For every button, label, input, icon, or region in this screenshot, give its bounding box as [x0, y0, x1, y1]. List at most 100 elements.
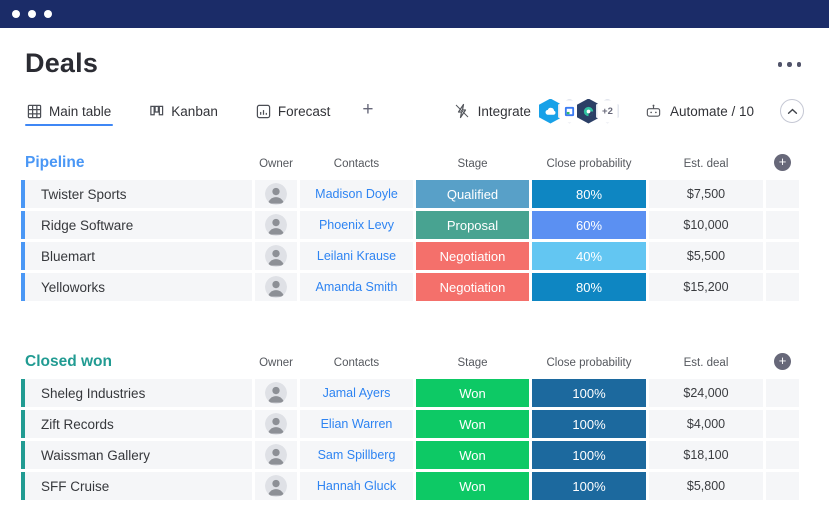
owner-cell[interactable] — [255, 410, 297, 438]
group-header-row: Pipeline Owner Contacts Stage Close probabil… — [21, 148, 801, 172]
group-title[interactable]: Pipeline — [25, 154, 85, 171]
contact-link[interactable]: Sam Spillberg — [300, 441, 413, 469]
integration-app-icon[interactable] — [538, 98, 562, 124]
empty-add-cell[interactable] — [766, 410, 799, 438]
stage-cell[interactable]: Negotiation — [416, 242, 529, 270]
est-deal-cell[interactable]: $5,500 — [649, 242, 763, 270]
stage-cell[interactable]: Won — [416, 410, 529, 438]
integration-app-icon[interactable] — [557, 98, 581, 124]
deal-name-cell[interactable]: Sheleg Industries — [21, 379, 252, 407]
column-header[interactable]: Stage — [457, 158, 488, 170]
contact-link[interactable]: Elian Warren — [300, 410, 413, 438]
owner-cell[interactable] — [255, 472, 297, 500]
tab-label: Main table — [49, 103, 112, 119]
empty-add-cell[interactable] — [766, 441, 799, 469]
integration-badges: +2 — [538, 98, 619, 124]
table-row: SFF Cruise Hannah Gluck Won 100% $5,800 — [21, 472, 801, 500]
column-header[interactable]: Est. deal — [683, 158, 729, 170]
table-icon — [27, 104, 42, 118]
column-header[interactable]: Stage — [457, 357, 488, 369]
integration-app-icon[interactable] — [576, 98, 600, 124]
robot-icon — [646, 104, 661, 117]
add-column-cell: + — [766, 154, 799, 172]
table-row: Sheleg Industries Jamal Ayers Won 100% $24,0… — [21, 379, 801, 407]
est-deal-cell[interactable]: $7,500 — [649, 180, 763, 208]
owner-cell[interactable] — [255, 441, 297, 469]
add-column-button[interactable]: + — [774, 353, 791, 370]
est-deal-cell[interactable]: $4,000 — [649, 410, 763, 438]
close-probability-cell[interactable]: 100% — [532, 472, 646, 500]
close-probability-cell[interactable]: 100% — [532, 441, 646, 469]
empty-add-cell[interactable] — [766, 379, 799, 407]
stage-cell[interactable]: Won — [416, 472, 529, 500]
est-deal-cell[interactable]: $18,100 — [649, 441, 763, 469]
empty-add-cell[interactable] — [766, 273, 799, 301]
deal-name-cell[interactable]: SFF Cruise — [21, 472, 252, 500]
group-title[interactable]: Closed won — [25, 353, 112, 370]
contact-link[interactable]: Madison Doyle — [300, 180, 413, 208]
close-probability-cell[interactable]: 40% — [532, 242, 646, 270]
add-column-button[interactable]: + — [774, 154, 791, 171]
stage-cell[interactable]: Won — [416, 379, 529, 407]
add-view-button[interactable]: + — [362, 98, 374, 120]
empty-add-cell[interactable] — [766, 472, 799, 500]
owner-cell[interactable] — [255, 211, 297, 239]
owner-cell[interactable] — [255, 242, 297, 270]
view-tabs: Main table Kanban Forecast — [25, 96, 332, 126]
add-column-cell: + — [766, 353, 799, 371]
close-probability-cell[interactable]: 100% — [532, 379, 646, 407]
contact-link[interactable]: Phoenix Levy — [300, 211, 413, 239]
contact-link[interactable]: Amanda Smith — [300, 273, 413, 301]
est-deal-cell[interactable]: $24,000 — [649, 379, 763, 407]
deal-name-cell[interactable]: Twister Sports — [21, 180, 252, 208]
tab-main-table[interactable]: Main table — [25, 96, 114, 126]
forecast-chart-icon — [256, 104, 271, 118]
deal-name-cell[interactable]: Ridge Software — [21, 211, 252, 239]
cloud-icon — [545, 107, 556, 115]
column-header[interactable]: Close probability — [546, 158, 632, 170]
column-header[interactable]: Close probability — [546, 357, 632, 369]
deal-name-cell[interactable]: Zift Records — [21, 410, 252, 438]
tab-forecast[interactable]: Forecast — [254, 96, 333, 126]
owner-avatar — [265, 475, 287, 497]
stage-cell[interactable]: Won — [416, 441, 529, 469]
close-probability-cell[interactable]: 100% — [532, 410, 646, 438]
stage-cell[interactable]: Negotiation — [416, 273, 529, 301]
owner-avatar — [265, 444, 287, 466]
empty-add-cell[interactable] — [766, 242, 799, 270]
table-row: Yelloworks Amanda Smith Negotiation 80% $15,… — [21, 273, 801, 301]
close-probability-cell[interactable]: 80% — [532, 180, 646, 208]
stage-cell[interactable]: Qualified — [416, 180, 529, 208]
stage-cell[interactable]: Proposal — [416, 211, 529, 239]
est-deal-cell[interactable]: $15,200 — [649, 273, 763, 301]
page-title: Deals — [25, 48, 99, 78]
column-header[interactable]: Owner — [259, 158, 293, 170]
owner-cell[interactable] — [255, 273, 297, 301]
calendar-app-icon — [564, 106, 575, 116]
contact-link[interactable]: Leilani Krause — [300, 242, 413, 270]
tab-kanban[interactable]: Kanban — [147, 96, 220, 126]
deal-name-cell[interactable]: Bluemart — [21, 242, 252, 270]
board-options-menu-icon[interactable] — [777, 62, 801, 67]
contact-link[interactable]: Hannah Gluck — [300, 472, 413, 500]
column-header[interactable]: Contacts — [333, 158, 380, 170]
est-deal-cell[interactable]: $10,000 — [649, 211, 763, 239]
column-header[interactable]: Est. deal — [683, 357, 729, 369]
contact-link[interactable]: Jamal Ayers — [300, 379, 413, 407]
integration-overflow-badge[interactable]: +2 — [595, 98, 619, 124]
empty-add-cell[interactable] — [766, 180, 799, 208]
automate-button[interactable]: Automate / 10 — [645, 103, 754, 119]
column-header[interactable]: Contacts — [333, 357, 380, 369]
column-header[interactable]: Owner — [259, 357, 293, 369]
est-deal-cell[interactable]: $5,800 — [649, 472, 763, 500]
close-probability-cell[interactable]: 80% — [532, 273, 646, 301]
deal-name-cell[interactable]: Yelloworks — [21, 273, 252, 301]
deal-name-cell[interactable]: Waissman Gallery — [21, 441, 252, 469]
integrate-button[interactable]: Integrate +2 — [454, 98, 619, 124]
owner-cell[interactable] — [255, 379, 297, 407]
round-app-icon — [583, 106, 594, 116]
collapse-header-button[interactable] — [780, 99, 804, 123]
close-probability-cell[interactable]: 60% — [532, 211, 646, 239]
empty-add-cell[interactable] — [766, 211, 799, 239]
owner-cell[interactable] — [255, 180, 297, 208]
